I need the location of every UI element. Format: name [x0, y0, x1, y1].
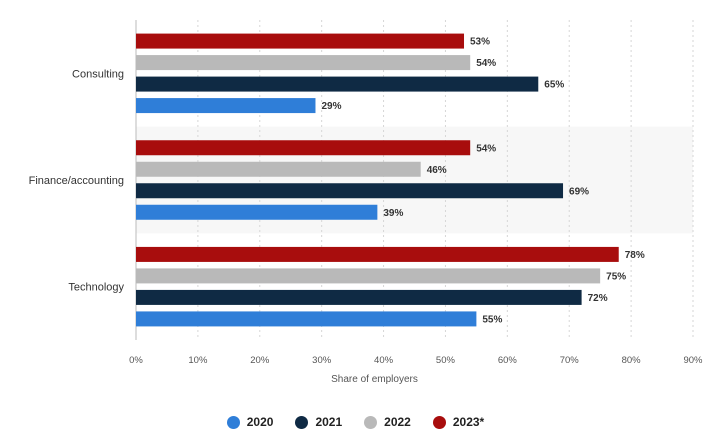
x-tick-label: 40%	[374, 355, 394, 366]
x-tick-label: 10%	[188, 355, 208, 366]
data-label: 72%	[588, 293, 608, 304]
bar[interactable]	[136, 289, 582, 305]
data-label: 65%	[544, 80, 564, 91]
legend-swatch	[432, 415, 446, 429]
legend-swatch	[226, 415, 240, 429]
legend-item[interactable]: 2022	[364, 415, 411, 429]
bar[interactable]	[136, 55, 471, 71]
bar[interactable]	[136, 161, 421, 177]
data-label: 78%	[625, 250, 645, 261]
legend-label: 2022	[384, 415, 411, 429]
bar[interactable]	[136, 98, 316, 114]
legend-swatch	[364, 415, 378, 429]
bar[interactable]	[136, 311, 477, 327]
legend-item[interactable]: 2021	[295, 415, 342, 429]
legend-swatch	[295, 415, 309, 429]
category-label: Finance/accounting	[29, 175, 124, 187]
x-tick-label: 70%	[560, 355, 580, 366]
bars	[136, 33, 619, 327]
data-label: 39%	[383, 208, 403, 219]
data-label: 54%	[476, 58, 496, 69]
data-label: 69%	[569, 186, 589, 197]
legend: 2020 2021 2022 2023*	[0, 412, 711, 432]
data-label: 54%	[476, 143, 496, 154]
bar[interactable]	[136, 183, 564, 199]
bar[interactable]	[136, 204, 378, 220]
labels: 0% 10% 20% 30% 40% 50% 60% 70% 80% 90% Consulting 5…	[29, 37, 703, 366]
data-label: 46%	[427, 165, 447, 176]
category-label: Consulting	[72, 68, 124, 80]
legend-item[interactable]: 2023*	[432, 415, 485, 429]
legend-item[interactable]: 2020	[226, 415, 274, 429]
x-tick-label: 0%	[129, 355, 143, 366]
x-tick-label: 50%	[436, 355, 456, 366]
data-label: 55%	[482, 314, 502, 325]
bar[interactable]	[136, 76, 539, 92]
category-label: Technology	[68, 282, 124, 294]
x-tick-label: 80%	[622, 355, 642, 366]
bar[interactable]	[136, 246, 619, 262]
data-label: 75%	[606, 271, 626, 282]
legend-label: 2023*	[452, 415, 485, 429]
x-tick-label: 20%	[250, 355, 270, 366]
x-tick-label: 30%	[312, 355, 332, 366]
bar[interactable]	[136, 140, 471, 156]
gridlines	[135, 20, 694, 340]
legend-label: 2021	[315, 415, 343, 429]
bar[interactable]	[136, 268, 601, 284]
x-tick-label: 60%	[498, 355, 518, 366]
legend-label: 2020	[246, 415, 274, 429]
data-label: 29%	[321, 101, 341, 112]
bar[interactable]	[136, 33, 465, 49]
x-axis-title: Share of employers	[331, 374, 418, 385]
data-label: 53%	[470, 37, 490, 48]
x-tick-label: 90%	[683, 355, 703, 366]
